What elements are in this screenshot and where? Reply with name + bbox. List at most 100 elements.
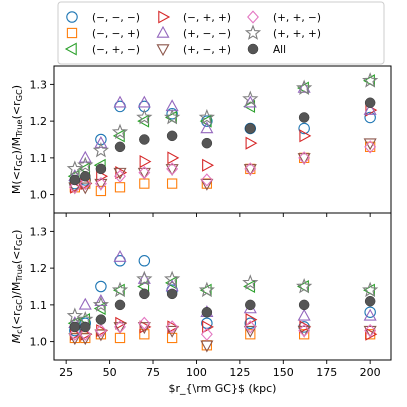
legend-item-ppp: (+, +, +) <box>244 24 321 40</box>
point-mpp <box>167 151 180 165</box>
panel-2: 1.0 1.1 1.2 1.3 25 50 75 100 125 150 175 200 Mc(<rGC… <box>10 212 392 379</box>
point-all <box>80 171 91 182</box>
legend-item-mpm: (−, +, −) <box>64 42 140 56</box>
point-pmp <box>137 322 151 335</box>
point-pmm <box>363 308 377 321</box>
point-ppp <box>296 277 313 294</box>
point-mpp <box>299 129 312 143</box>
point-pmp <box>165 164 179 177</box>
x-tick-label: 175 <box>316 366 337 379</box>
point-pmm <box>78 150 92 163</box>
y-tick-label: 1.0 <box>30 189 48 202</box>
point-ppm <box>94 176 107 191</box>
point-pmm <box>137 95 151 108</box>
point-pmp <box>243 325 257 338</box>
legend-marker-mpm <box>64 42 77 56</box>
y-tick-label: 1.3 <box>30 225 48 238</box>
legend-item-pmm: (+, −, −) <box>156 25 231 40</box>
point-ppm <box>200 173 213 187</box>
y-tick-label: 1.2 <box>30 262 48 275</box>
point-mmm <box>364 306 376 318</box>
point-pmp <box>363 325 377 338</box>
x-tick-label: 25 <box>59 366 73 379</box>
legend-item-ppm: (+, +, −) <box>247 10 321 24</box>
point-pmm <box>200 121 214 134</box>
point-all <box>95 163 107 175</box>
point-mpp <box>139 155 152 169</box>
x-tick-label: 125 <box>229 366 250 379</box>
point-ppp <box>111 281 129 298</box>
x-tick-label: 75 <box>146 366 160 379</box>
point-pmm <box>78 297 92 310</box>
y-axis-label: M(<rGC)/MTrue(<rGC) <box>10 85 24 194</box>
point-mpp <box>115 166 128 180</box>
point-pmp <box>200 340 214 353</box>
point-ppm <box>364 323 377 338</box>
point-ppm <box>114 169 126 183</box>
legend-item-pmp: (+, −, +) <box>156 44 231 57</box>
point-mpm <box>112 129 125 143</box>
legend-label-mmp: (−, −, +) <box>92 28 140 40</box>
point-pmp <box>78 182 92 195</box>
legend-frame <box>57 1 385 65</box>
point-pmp <box>137 167 151 180</box>
point-pmm <box>113 249 127 262</box>
point-ppp <box>164 270 181 287</box>
y-tick-label: 1.2 <box>30 115 48 128</box>
panel-2-markers <box>66 249 379 353</box>
point-ppp <box>164 108 181 125</box>
legend-label-all: All <box>273 44 286 56</box>
point-ppp <box>66 307 83 323</box>
panel-2-frame <box>53 212 392 361</box>
point-ppp <box>242 90 259 106</box>
point-all <box>69 174 81 186</box>
y-tick-label: 1.1 <box>30 152 48 165</box>
legend-label-mpm: (−, +, −) <box>92 44 140 56</box>
point-ppp <box>198 281 215 298</box>
point-all <box>69 321 81 333</box>
point-ppm <box>114 320 126 334</box>
point-all <box>201 137 213 149</box>
point-ppp <box>111 123 129 140</box>
legend-marker-ppp <box>244 24 262 40</box>
point-ppp <box>136 270 153 287</box>
legend-item-all: All <box>247 43 286 56</box>
point-ppm <box>298 151 311 165</box>
x-tick-label: 50 <box>103 366 117 379</box>
legend-marker-mpp <box>158 10 171 24</box>
legend-item-mmp: (−, −, +) <box>66 27 140 40</box>
point-ppp <box>362 281 379 298</box>
point-pmm <box>297 308 311 321</box>
point-ppm <box>364 140 377 154</box>
point-ppp <box>77 156 94 173</box>
legend-label-pmp: (+, −, +) <box>183 44 231 56</box>
legend-label-mmm: (−, −, −) <box>92 12 140 24</box>
point-all <box>364 295 376 307</box>
point-all <box>139 134 150 145</box>
point-pmm <box>94 136 108 148</box>
point-pmp <box>78 333 92 346</box>
x-tick-label: 100 <box>186 366 207 379</box>
point-pmp <box>297 325 311 338</box>
point-mpp <box>245 136 258 150</box>
point-all <box>245 299 256 311</box>
legend-marker-ppm <box>247 10 259 24</box>
legend-label-pmm: (+, −, −) <box>183 28 231 40</box>
point-ppm <box>166 162 179 176</box>
point-ppp <box>66 160 83 176</box>
point-ppp <box>296 79 313 95</box>
x-tick-label: 200 <box>360 366 381 379</box>
point-ppp <box>92 296 110 312</box>
point-pmp <box>113 322 127 335</box>
legend-label-mpp: (−, +, +) <box>183 12 231 24</box>
point-all <box>114 299 126 311</box>
point-mmp <box>95 185 107 197</box>
point-mpp <box>202 158 215 172</box>
point-pmm <box>137 272 151 284</box>
point-all <box>80 321 91 333</box>
plot-panels: 1.0 1.1 1.2 1.3 M(<rGC)/MTrue(<rGC) 1.0 1.1 1.2… <box>10 65 392 395</box>
legend-label-ppm: (+, +, −) <box>273 12 321 24</box>
point-ppp <box>362 72 379 88</box>
point-ppm <box>79 327 92 341</box>
point-mpp <box>365 327 378 341</box>
